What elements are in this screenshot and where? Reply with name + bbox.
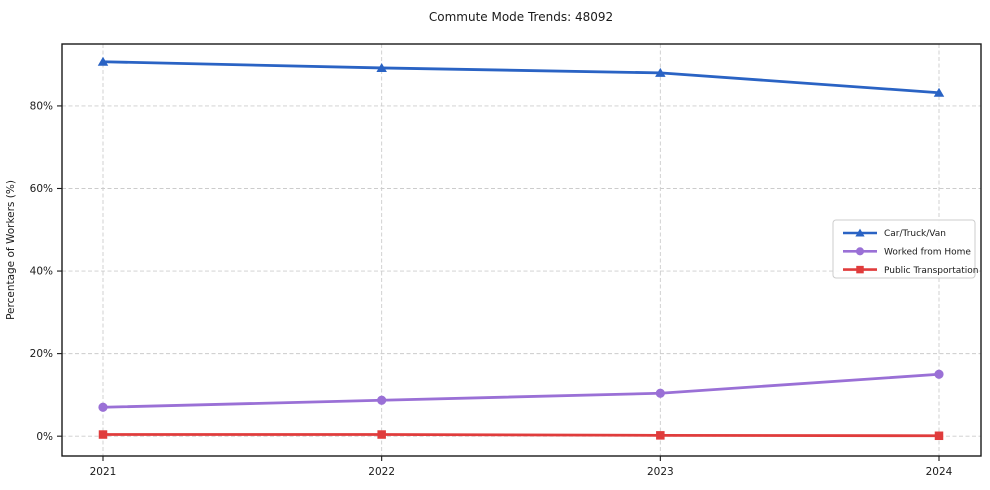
chart-title: Commute Mode Trends: 48092 bbox=[429, 10, 613, 24]
legend-marker bbox=[855, 228, 865, 237]
marker-worked-from-home bbox=[377, 395, 387, 405]
marker-car-truck-van bbox=[376, 62, 387, 72]
y-tick-label: 20% bbox=[30, 348, 53, 360]
legend-box bbox=[832, 219, 976, 279]
marker-car-truck-van bbox=[655, 67, 666, 77]
marker-public-transportation bbox=[934, 431, 944, 441]
legend-marker bbox=[855, 247, 865, 256]
legend-label: Public Transportation bbox=[884, 266, 978, 276]
y-tick-label: 80% bbox=[30, 101, 53, 113]
x-tick-label: 2023 bbox=[647, 466, 674, 478]
marker-car-truck-van bbox=[97, 56, 109, 66]
legend-label: Car/Truck/Van bbox=[884, 229, 946, 239]
x-tick-label: 2024 bbox=[926, 466, 953, 478]
marker-car-truck-van bbox=[933, 87, 945, 97]
marker-public-transportation bbox=[98, 430, 108, 439]
marker-public-transportation bbox=[377, 430, 386, 439]
series-line-public-transportation bbox=[101, 433, 941, 438]
marker-worked-from-home bbox=[655, 388, 665, 398]
y-tick-label: 60% bbox=[30, 183, 53, 195]
y-axis-label: Percentage of Workers (%) bbox=[5, 180, 17, 320]
x-tick-label: 2021 bbox=[90, 466, 117, 478]
marker-worked-from-home bbox=[934, 369, 944, 379]
plot-area: 0% 20% 40% 60% 80% 2021 2022 2023 2024 Car/Truck/… bbox=[30, 43, 982, 478]
legend-label: Worked from Home bbox=[884, 248, 971, 258]
series-line-worked-from-home bbox=[101, 372, 941, 409]
series-line-car-truck-van bbox=[101, 60, 941, 95]
y-tick-label: 0% bbox=[36, 431, 53, 443]
plot-frame bbox=[61, 43, 982, 457]
marker-worked-from-home bbox=[98, 402, 108, 412]
legend-marker bbox=[856, 265, 864, 274]
y-tick-label: 40% bbox=[30, 266, 53, 278]
x-tick-label: 2022 bbox=[368, 466, 395, 478]
marker-public-transportation bbox=[656, 431, 665, 440]
